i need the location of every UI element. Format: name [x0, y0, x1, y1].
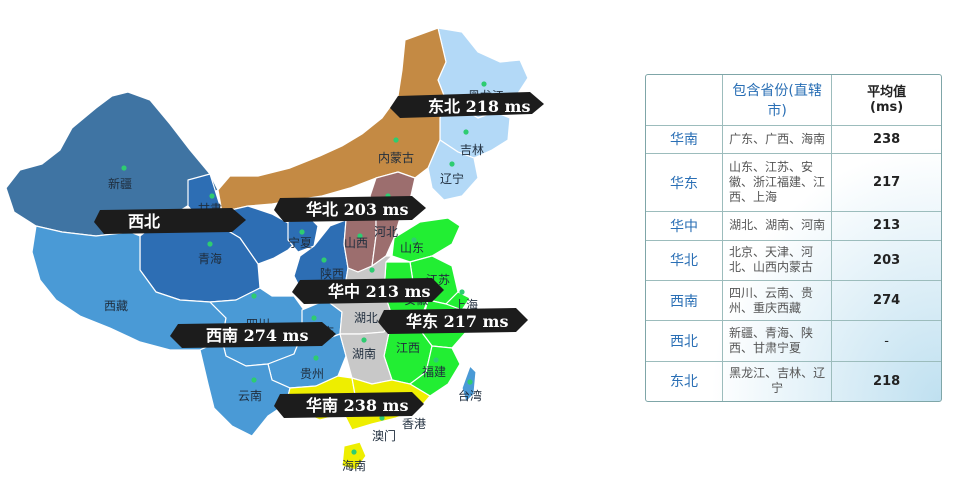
band-text-huabei: 华北 203 ms	[306, 200, 408, 219]
band-xinan: 西南 274 ms	[170, 322, 336, 348]
band-text-dongbei: 东北 218 ms	[428, 97, 530, 116]
row-region: 西北	[646, 320, 723, 362]
row-region: 东北	[646, 360, 723, 401]
row-value: 217	[831, 153, 941, 212]
row-provinces: 新疆、青海、陕西、甘肃宁夏	[721, 320, 833, 362]
label-hubei: 湖北	[354, 310, 378, 325]
label-jilin: 吉林	[460, 143, 484, 157]
label-hebei: 河北	[374, 225, 398, 239]
label-neimenggu: 内蒙古	[378, 150, 414, 165]
table-row: 华北 北京、天津、河北、山西内蒙古 203	[646, 239, 941, 282]
row-region: 华东	[646, 153, 723, 212]
band-dongbei: 东北 218 ms	[390, 92, 544, 118]
region-hunan[interactable]	[339, 317, 393, 385]
row-provinces: 四川、云南、贵州、重庆西藏	[721, 280, 833, 322]
label-xianggang: 香港	[402, 417, 426, 431]
table-row: 东北 黑龙江、吉林、辽宁 218	[646, 360, 941, 401]
band-huadong: 华东 217 ms	[378, 308, 528, 334]
label-jiangxi: 江西	[396, 341, 420, 355]
band-text-huadong: 华东 217 ms	[406, 312, 508, 331]
band-xibei: 西北	[94, 208, 246, 234]
region-fujian[interactable]	[409, 345, 461, 397]
latency-bands: 东北 218 ms 西北 华北 203 ms 华中 213 ms 华东 217 …	[94, 92, 544, 418]
row-value: -	[831, 320, 941, 362]
region-hainan[interactable]	[341, 441, 367, 471]
band-text-xibei: 西北	[128, 212, 160, 231]
label-hunan: 湖南	[352, 346, 376, 361]
row-value: 203	[831, 239, 941, 282]
label-shaanxi: 陕西	[320, 266, 344, 281]
row-value: 274	[831, 280, 941, 322]
row-value: 238	[831, 124, 941, 155]
band-huabei: 华北 203 ms	[274, 196, 426, 222]
label-ningxia: 宁夏	[288, 235, 312, 250]
city-dots	[121, 81, 487, 455]
label-guizhou: 贵州	[300, 367, 324, 381]
label-shanghai: 上海	[454, 297, 478, 312]
row-provinces: 北京、天津、河北、山西内蒙古	[721, 239, 833, 282]
row-region: 西南	[646, 280, 723, 322]
latency-table: 包含省份(直辖市) 平均值 (ms) 华南 广东、广西、海南 238 华东 山东…	[645, 74, 942, 402]
row-provinces: 湖北、湖南、河南	[721, 210, 833, 241]
header-average: 平均值 (ms)	[831, 75, 941, 126]
label-hainan: 海南	[342, 458, 366, 473]
header-average-label: 平均值	[867, 84, 907, 100]
row-provinces: 山东、江苏、安徽、浙江福建、江西、上海	[721, 153, 833, 212]
label-aomen: 澳门	[372, 428, 396, 443]
band-text-huazhong: 华中 213 ms	[328, 282, 430, 301]
table-row: 华东 山东、江苏、安徽、浙江福建、江西、上海 217	[646, 153, 941, 212]
row-region: 华北	[646, 239, 723, 282]
table-row: 华南 广东、广西、海南 238	[646, 124, 941, 155]
band-text-xinan: 西南 274 ms	[206, 326, 308, 345]
table-row: 西南 四川、云南、贵州、重庆西藏 274	[646, 280, 941, 322]
band-huanan: 华南 238 ms	[274, 392, 424, 418]
label-taiwan: 台湾	[458, 388, 482, 403]
band-text-huanan: 华南 238 ms	[306, 396, 408, 415]
label-xizang: 西藏	[104, 299, 128, 313]
row-provinces: 黑龙江、吉林、辽宁	[721, 360, 833, 401]
band-huazhong: 华中 213 ms	[292, 278, 444, 304]
header-provinces: 包含省份(直辖市)	[721, 75, 833, 126]
header-average-unit: (ms)	[870, 99, 904, 115]
label-liaoning: 辽宁	[440, 171, 464, 186]
label-fujian: 福建	[422, 364, 446, 379]
header-region	[646, 75, 723, 126]
label-shandong: 山东	[400, 241, 424, 255]
region-shandong[interactable]	[391, 217, 461, 263]
row-value: 218	[831, 360, 941, 401]
label-shanxi: 山西	[344, 236, 368, 250]
region-liaoning[interactable]	[427, 139, 479, 201]
row-provinces: 广东、广西、海南	[721, 124, 833, 155]
table-row: 华中 湖北、湖南、河南 213	[646, 210, 941, 241]
label-qinghai: 青海	[198, 251, 222, 266]
label-yunnan: 云南	[238, 388, 262, 403]
label-xinjiang: 新疆	[108, 176, 132, 191]
table-header-row: 包含省份(直辖市) 平均值 (ms)	[646, 75, 941, 126]
row-region: 华中	[646, 210, 723, 241]
row-value: 213	[831, 210, 941, 241]
row-region: 华南	[646, 124, 723, 155]
table-row: 西北 新疆、青海、陕西、甘肃宁夏 -	[646, 320, 941, 362]
